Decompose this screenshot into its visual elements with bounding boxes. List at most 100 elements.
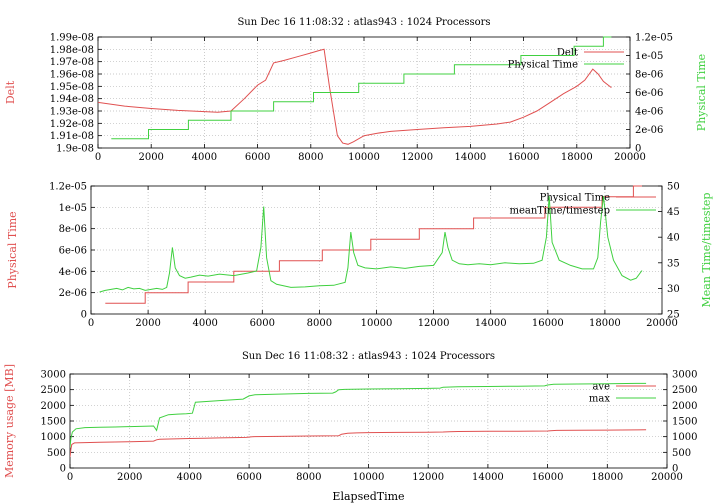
y2-tick-label: 50 bbox=[667, 182, 680, 193]
plot-frame bbox=[97, 36, 631, 149]
x-tick-label: 14000 bbox=[454, 152, 486, 163]
y-tick-label: 6e-06 bbox=[59, 246, 87, 257]
y2-tick-label: 45 bbox=[667, 207, 680, 218]
chart-title: Sun Dec 16 11:08:32 : atlas943 : 1024 Pr… bbox=[242, 351, 495, 362]
y-tick-label: 1.96e-08 bbox=[50, 70, 94, 81]
y-tick-label: 1.2e-05 bbox=[49, 182, 87, 193]
y-tick-label: 1.95e-08 bbox=[50, 82, 94, 93]
y2-tick-label: 1.2e-05 bbox=[635, 33, 673, 44]
x-tick-label: 8000 bbox=[298, 152, 323, 163]
x-tick-label: 20000 bbox=[614, 152, 646, 163]
y-tick-label: 0 bbox=[60, 464, 66, 475]
chart-panel-1: 0 2000 4000 6000 8000 10000 12000 14000 16000 180… bbox=[4, 17, 708, 163]
y-tick-label: 0 bbox=[81, 310, 87, 321]
x-tick-label: 0 bbox=[88, 318, 94, 329]
y2-tick-label: 3000 bbox=[672, 370, 697, 381]
x-tick-label: 6000 bbox=[236, 472, 261, 483]
x-tick-label: 10000 bbox=[361, 318, 393, 329]
y-tick-label: 1.97e-08 bbox=[50, 57, 94, 68]
y-tick-label: 500 bbox=[47, 448, 66, 459]
y-tick-label: 1.93e-08 bbox=[50, 107, 94, 118]
y2-tick-label: 1500 bbox=[672, 417, 697, 428]
chart-panel-2: 0 2000 4000 6000 8000 10000 12000 14000 16000 180… bbox=[6, 182, 713, 330]
x-tick-label: 4000 bbox=[177, 472, 202, 483]
y-tick-label: 1000 bbox=[41, 432, 66, 443]
y2-tick-label: 2500 bbox=[672, 385, 697, 396]
y-tick-label: 8e-06 bbox=[59, 224, 87, 235]
x-tick-label: 10000 bbox=[353, 472, 385, 483]
y2-tick-label: 0 bbox=[635, 144, 641, 155]
y2-axis-label: Physical Time bbox=[695, 54, 708, 131]
x-tick-label: 0 bbox=[67, 472, 73, 483]
x-tick-label: 14000 bbox=[472, 472, 504, 483]
y-tick-label: 1.9e-08 bbox=[56, 144, 94, 155]
x-tick-label: 18000 bbox=[561, 152, 593, 163]
x-tick-label: 8000 bbox=[296, 472, 321, 483]
y2-tick-label: 6e-06 bbox=[635, 88, 663, 99]
y-tick-label: 2e-06 bbox=[59, 288, 87, 299]
y2-tick-label: 25 bbox=[667, 310, 680, 321]
y-tick-label: 2000 bbox=[41, 401, 66, 412]
x-tick-label: 12000 bbox=[412, 472, 444, 483]
y-tick-label: 2500 bbox=[41, 385, 66, 396]
y-axis-label: Physical Time bbox=[6, 211, 19, 288]
y-tick-label: 1e-05 bbox=[59, 203, 87, 214]
series-line-ave bbox=[70, 429, 647, 458]
y2-axis-label: Mean Time/timestep bbox=[700, 193, 713, 308]
y-tick-label: 1500 bbox=[41, 417, 66, 428]
x-tick-label: 0 bbox=[95, 152, 101, 163]
x-tick-label: 10000 bbox=[348, 152, 380, 163]
x-tick-label: 2000 bbox=[117, 472, 142, 483]
x-tick-label: 18000 bbox=[591, 472, 623, 483]
x-tick-label: 6000 bbox=[250, 318, 275, 329]
x-tick-label: 4000 bbox=[192, 318, 217, 329]
y2-tick-label: 2e-06 bbox=[635, 125, 663, 136]
x-tick-label: 14000 bbox=[475, 318, 507, 329]
y-tick-label: 1.94e-08 bbox=[50, 94, 94, 105]
y2-tick-label: 4e-06 bbox=[635, 107, 663, 118]
series-line-physical-time bbox=[111, 36, 612, 140]
x-tick-label: 12000 bbox=[418, 318, 450, 329]
y2-tick-label: 40 bbox=[667, 233, 680, 244]
x-tick-label: 16000 bbox=[532, 472, 564, 483]
legend-label: meanTime/timestep bbox=[509, 206, 610, 217]
chart-panel-3: 0 2000 4000 6000 8000 10000 12000 14000 16000 180… bbox=[3, 351, 697, 503]
x-tick-label: 12000 bbox=[401, 152, 433, 163]
series-line-max bbox=[70, 382, 647, 448]
x-axis-label: ElapsedTime bbox=[332, 490, 404, 503]
y-tick-label: 1.91e-08 bbox=[50, 131, 94, 142]
y-axis-label: Memory usage [MB] bbox=[3, 364, 16, 478]
y2-tick-label: 1000 bbox=[672, 432, 697, 443]
y2-tick-label: 500 bbox=[672, 448, 691, 459]
y-tick-label: 1.92e-08 bbox=[50, 119, 94, 130]
series-line-meantime-timestep bbox=[99, 196, 643, 293]
legend-label: ave bbox=[592, 382, 610, 393]
y2-tick-label: 8e-06 bbox=[635, 70, 663, 81]
legend-label: Physical Time bbox=[508, 60, 578, 71]
y2-tick-label: 35 bbox=[667, 258, 680, 269]
y-tick-label: 1.99e-08 bbox=[50, 33, 94, 44]
y-axis-label: Delt bbox=[4, 80, 17, 104]
x-tick-label: 2000 bbox=[135, 318, 160, 329]
chart-title: Sun Dec 16 11:08:32 : atlas943 : 1024 Pr… bbox=[237, 17, 490, 28]
series-line-delt bbox=[98, 48, 612, 145]
y-tick-label: 4e-06 bbox=[59, 267, 87, 278]
y2-tick-label: 1e-05 bbox=[635, 51, 663, 62]
x-tick-label: 18000 bbox=[589, 318, 621, 329]
y2-tick-label: 2000 bbox=[672, 401, 697, 412]
x-tick-label: 20000 bbox=[651, 472, 683, 483]
legend-label: max bbox=[589, 394, 610, 405]
series-line-physical-time bbox=[105, 185, 642, 304]
y2-tick-label: 0 bbox=[672, 464, 678, 475]
x-tick-label: 4000 bbox=[192, 152, 217, 163]
x-tick-label: 2000 bbox=[138, 152, 163, 163]
y2-tick-label: 30 bbox=[667, 284, 680, 295]
x-tick-label: 6000 bbox=[245, 152, 270, 163]
x-tick-label: 16000 bbox=[532, 318, 564, 329]
x-tick-label: 20000 bbox=[646, 318, 678, 329]
x-tick-label: 16000 bbox=[508, 152, 540, 163]
legend-label: Physical Time bbox=[540, 193, 610, 204]
legend-label: Delt bbox=[557, 48, 578, 59]
y-tick-label: 1.98e-08 bbox=[50, 45, 94, 56]
